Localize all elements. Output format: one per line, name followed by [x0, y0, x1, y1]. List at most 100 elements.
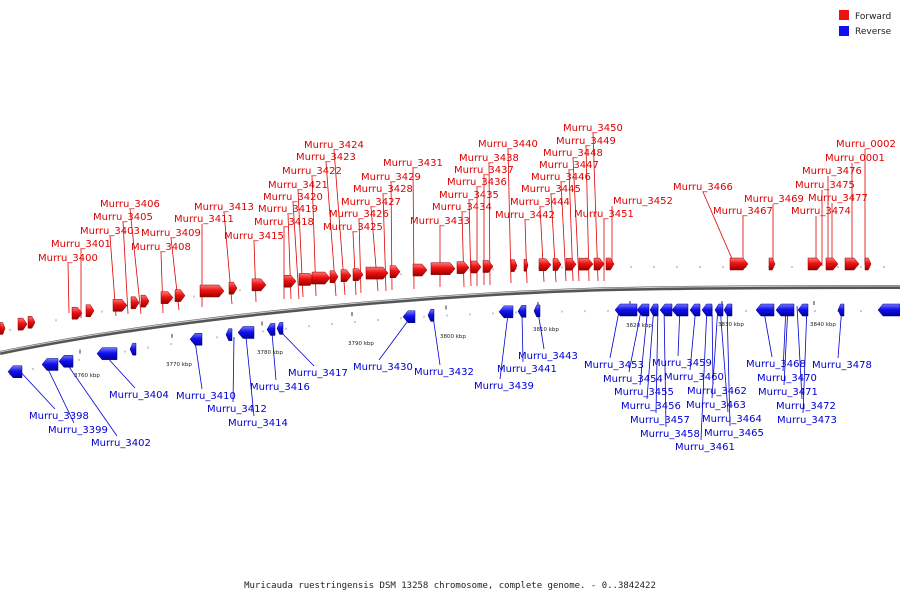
- forward-gene-arrow[interactable]: [864, 257, 872, 271]
- reverse-gene-arrow[interactable]: [237, 326, 255, 339]
- reverse-gene-label[interactable]: Murru_3455: [614, 387, 674, 398]
- forward-gene-arrow[interactable]: [27, 316, 36, 329]
- forward-gene-arrow[interactable]: [340, 269, 352, 282]
- forward-gene-label[interactable]: Murru_3436: [447, 177, 507, 188]
- forward-gene-arrow[interactable]: [199, 284, 225, 298]
- forward-gene-arrow[interactable]: [456, 261, 470, 274]
- forward-gene-arrow[interactable]: [430, 262, 456, 275]
- reverse-gene-arrow[interactable]: [877, 303, 900, 317]
- forward-gene-label[interactable]: Murru_3418: [254, 217, 314, 228]
- forward-gene-label[interactable]: Murru_0002: [836, 139, 896, 150]
- reverse-gene-arrow[interactable]: [775, 303, 795, 317]
- forward-gene-label[interactable]: Murru_3438: [459, 153, 519, 164]
- forward-gene-arrow[interactable]: [538, 258, 552, 272]
- forward-gene-label[interactable]: Murru_3434: [432, 202, 492, 213]
- reverse-gene-arrow[interactable]: [58, 355, 74, 368]
- reverse-gene-label[interactable]: Murru_3454: [603, 374, 663, 385]
- forward-gene-label[interactable]: Murru_3429: [361, 172, 421, 183]
- forward-gene-arrow[interactable]: [85, 304, 95, 318]
- forward-gene-arrow[interactable]: [523, 258, 529, 272]
- forward-gene-label[interactable]: Murru_3446: [531, 172, 591, 183]
- reverse-gene-label[interactable]: Murru_3471: [758, 387, 818, 398]
- forward-gene-label[interactable]: Murru_3419: [258, 204, 318, 215]
- reverse-gene-arrow[interactable]: [689, 303, 701, 317]
- forward-gene-arrow[interactable]: [412, 263, 428, 277]
- reverse-gene-label[interactable]: Murru_3463: [686, 400, 746, 411]
- forward-gene-arrow[interactable]: [844, 257, 860, 271]
- reverse-gene-label[interactable]: Murru_3410: [176, 391, 236, 402]
- forward-gene-label[interactable]: Murru_3433: [410, 216, 470, 227]
- reverse-gene-label[interactable]: Murru_3459: [652, 358, 712, 369]
- forward-gene-label[interactable]: Murru_3425: [323, 222, 383, 233]
- reverse-gene-label[interactable]: Murru_3443: [518, 351, 578, 362]
- forward-gene-label[interactable]: Murru_3424: [304, 140, 364, 151]
- reverse-gene-arrow[interactable]: [498, 305, 514, 319]
- forward-gene-arrow[interactable]: [17, 317, 28, 331]
- reverse-gene-arrow[interactable]: [659, 303, 673, 317]
- forward-gene-arrow[interactable]: [112, 299, 128, 312]
- reverse-gene-arrow[interactable]: [714, 303, 724, 317]
- reverse-gene-label[interactable]: Murru_3465: [704, 428, 764, 439]
- forward-gene-label[interactable]: Murru_3447: [539, 160, 599, 171]
- forward-gene-label[interactable]: Murru_3422: [282, 166, 342, 177]
- forward-gene-arrow[interactable]: [552, 258, 562, 271]
- reverse-gene-label[interactable]: Murru_3458: [640, 429, 700, 440]
- forward-gene-label[interactable]: Murru_3442: [495, 210, 555, 221]
- reverse-gene-arrow[interactable]: [427, 309, 435, 322]
- forward-gene-arrow[interactable]: [510, 259, 518, 272]
- reverse-gene-arrow[interactable]: [797, 303, 809, 317]
- forward-gene-arrow[interactable]: [825, 257, 839, 271]
- reverse-gene-label[interactable]: Murru_3473: [777, 415, 837, 426]
- forward-gene-label[interactable]: Murru_3403: [80, 226, 140, 237]
- reverse-gene-label[interactable]: Murru_3462: [687, 386, 747, 397]
- forward-gene-label[interactable]: Murru_3423: [296, 152, 356, 163]
- reverse-gene-arrow[interactable]: [723, 303, 733, 317]
- reverse-gene-label[interactable]: Murru_3412: [207, 404, 267, 415]
- forward-gene-arrow[interactable]: [565, 258, 577, 271]
- forward-gene-arrow[interactable]: [365, 266, 389, 280]
- forward-gene-label[interactable]: Murru_3420: [263, 192, 323, 203]
- reverse-gene-arrow[interactable]: [7, 365, 23, 378]
- forward-gene-arrow[interactable]: [160, 291, 174, 304]
- forward-gene-label[interactable]: Murru_3421: [268, 180, 328, 191]
- forward-gene-arrow[interactable]: [578, 257, 594, 271]
- reverse-gene-label[interactable]: Murru_3441: [497, 364, 557, 375]
- reverse-gene-label[interactable]: Murru_3457: [630, 415, 690, 426]
- reverse-gene-label[interactable]: Murru_3414: [228, 418, 288, 429]
- forward-gene-label[interactable]: Murru_3437: [454, 165, 514, 176]
- forward-gene-arrow[interactable]: [768, 257, 776, 271]
- reverse-gene-arrow[interactable]: [533, 304, 541, 318]
- forward-gene-arrow[interactable]: [605, 257, 615, 271]
- forward-gene-arrow[interactable]: [130, 296, 140, 310]
- forward-gene-label[interactable]: Murru_3469: [744, 194, 804, 205]
- reverse-gene-arrow[interactable]: [402, 310, 416, 324]
- reverse-gene-arrow[interactable]: [649, 303, 659, 317]
- forward-gene-label[interactable]: Murru_3413: [194, 202, 254, 213]
- reverse-gene-arrow[interactable]: [225, 328, 233, 341]
- reverse-gene-arrow[interactable]: [701, 303, 713, 317]
- forward-gene-label[interactable]: Murru_3428: [353, 184, 413, 195]
- forward-gene-label[interactable]: Murru_3444: [510, 197, 570, 208]
- forward-gene-label[interactable]: Murru_3426: [329, 209, 389, 220]
- forward-gene-arrow[interactable]: [0, 322, 6, 335]
- reverse-gene-label[interactable]: Murru_3439: [474, 381, 534, 392]
- reverse-gene-arrow[interactable]: [96, 347, 118, 360]
- reverse-gene-label[interactable]: Murru_3460: [664, 372, 724, 383]
- reverse-gene-arrow[interactable]: [517, 305, 527, 318]
- forward-gene-label[interactable]: Murru_3411: [174, 214, 234, 225]
- forward-gene-arrow[interactable]: [729, 257, 749, 271]
- forward-gene-label[interactable]: Murru_3427: [341, 197, 401, 208]
- forward-gene-label[interactable]: Murru_3476: [802, 166, 862, 177]
- reverse-gene-arrow[interactable]: [276, 322, 284, 335]
- reverse-gene-label[interactable]: Murru_3417: [288, 368, 348, 379]
- forward-gene-arrow[interactable]: [352, 268, 364, 281]
- forward-gene-label[interactable]: Murru_0001: [825, 153, 885, 164]
- forward-gene-arrow[interactable]: [251, 278, 267, 292]
- forward-gene-label[interactable]: Murru_3466: [673, 182, 733, 193]
- forward-gene-label[interactable]: Murru_3449: [556, 136, 616, 147]
- forward-gene-arrow[interactable]: [807, 257, 823, 271]
- forward-gene-arrow[interactable]: [174, 289, 186, 302]
- forward-gene-label[interactable]: Murru_3445: [521, 184, 581, 195]
- forward-gene-arrow[interactable]: [283, 275, 297, 288]
- reverse-gene-arrow[interactable]: [671, 303, 689, 317]
